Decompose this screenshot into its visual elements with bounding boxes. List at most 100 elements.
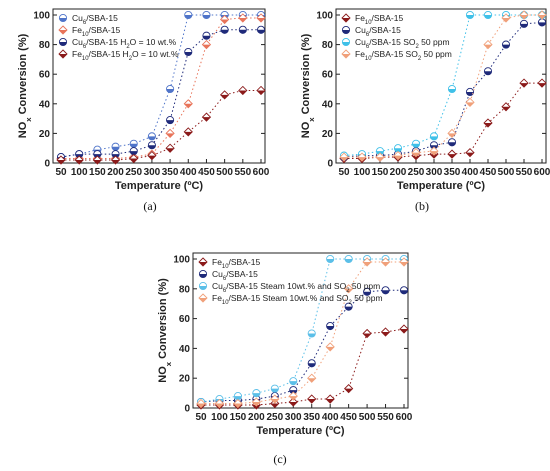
legend-marker-fill	[199, 298, 207, 302]
data-point-fill	[93, 160, 102, 165]
legend-marker-fill	[59, 54, 67, 58]
y-axis-label: NOx Conversion (%)	[17, 33, 33, 138]
data-point-fill	[466, 152, 474, 157]
data-point-fill	[326, 259, 334, 263]
series-line	[344, 82, 542, 160]
y-tick-label: 0	[327, 159, 333, 170]
x-tick-label: 150	[230, 412, 247, 423]
legend-label: Cu6/SBA-15	[212, 269, 258, 282]
x-tick-label: 100	[354, 167, 371, 178]
data-point-fill	[307, 399, 316, 404]
y-tick-label: 0	[44, 159, 50, 170]
data-point-fill	[448, 133, 456, 138]
x-tick-label: 600	[253, 167, 270, 178]
y-tick-label: 100	[173, 255, 190, 266]
data-point-fill	[147, 155, 156, 160]
data-point-fill	[148, 145, 156, 149]
data-point-fill	[184, 15, 192, 19]
data-point-fill	[381, 332, 390, 337]
data-point-fill	[239, 29, 247, 34]
data-point-fill	[363, 291, 371, 296]
x-tick-label: 400	[462, 167, 479, 178]
x-tick-label: 350	[303, 412, 320, 423]
data-point-fill	[448, 142, 456, 146]
data-point-fill	[466, 91, 474, 96]
data-point-fill	[202, 35, 211, 40]
series-4	[339, 10, 547, 162]
data-point-fill	[271, 388, 279, 393]
data-point-fill	[220, 94, 229, 99]
data-point-fill	[344, 388, 353, 393]
x-tick-label: 450	[340, 412, 357, 423]
legend-marker-fill	[342, 18, 350, 22]
data-point-fill	[448, 89, 456, 93]
y-tick-label: 20	[39, 129, 51, 140]
x-tick-label: 600	[534, 167, 550, 178]
series-line	[61, 89, 261, 161]
data-point-fill	[257, 29, 265, 34]
series-1	[339, 78, 547, 164]
series-4	[196, 257, 409, 409]
legend-marker-fill	[59, 30, 67, 34]
data-point-fill	[412, 152, 420, 157]
data-point-fill	[166, 89, 174, 93]
data-point-fill	[234, 396, 242, 400]
y-axis-label: NOx Conversion (%)	[157, 278, 173, 383]
legend-marker-fill	[59, 42, 67, 46]
legend-label: Cu6/SBA-15	[355, 25, 401, 38]
x-axis-label: Temperature (ºC)	[256, 425, 344, 437]
data-point-fill	[376, 157, 384, 162]
data-point-fill	[400, 261, 408, 266]
data-point-fill	[220, 19, 229, 24]
x-tick-label: 300	[285, 412, 302, 423]
data-point-fill	[326, 346, 335, 351]
data-point-fill	[252, 405, 261, 410]
y-axis-label: NOx Conversion (%)	[300, 33, 316, 138]
data-point-fill	[270, 403, 279, 408]
x-tick-label: 50	[195, 412, 207, 423]
data-point-fill	[538, 83, 546, 88]
data-point-fill	[345, 259, 353, 263]
data-point-fill	[381, 290, 390, 294]
data-point-fill	[520, 83, 528, 88]
x-tick-label: 150	[89, 167, 106, 178]
data-point-fill	[166, 133, 175, 138]
data-point-fill	[340, 157, 348, 162]
data-point-fill	[412, 143, 420, 148]
x-tick-label: 250	[125, 167, 142, 178]
legend-label: Fe10/SBA-15 H2O = 10 wt.%	[72, 49, 179, 62]
legend-label: Fe10/SBA-15	[72, 25, 120, 38]
data-point-fill	[184, 131, 193, 136]
x-tick-label: 200	[107, 167, 124, 178]
y-tick-label: 60	[39, 70, 51, 81]
x-tick-label: 350	[162, 167, 179, 178]
data-point-fill	[184, 52, 192, 56]
y-tick-label: 60	[322, 70, 334, 81]
data-point-fill	[326, 326, 334, 330]
data-point-fill	[412, 155, 420, 160]
data-point-fill	[484, 71, 492, 75]
data-point-fill	[394, 155, 402, 160]
data-point-fill	[233, 403, 242, 408]
data-point-fill	[484, 15, 492, 19]
data-point-fill	[344, 288, 353, 293]
data-point-fill	[129, 158, 138, 163]
x-tick-label: 200	[390, 167, 407, 178]
y-tick-label: 20	[322, 129, 334, 140]
legend-label: Cu6/SBA-15 Steam 10wt.% and SO2 50 ppm	[212, 281, 380, 294]
series-line	[200, 258, 404, 403]
series-1	[196, 324, 409, 410]
data-point-fill	[257, 17, 265, 22]
legend-label: Fe10/SBA-15 SO2 50 ppm	[355, 49, 452, 62]
data-point-fill	[270, 399, 279, 404]
data-point-fill	[502, 44, 510, 49]
data-point-fill	[202, 117, 211, 122]
data-point-fill	[466, 102, 474, 107]
data-point-fill	[202, 15, 211, 19]
y-tick-label: 40	[179, 344, 191, 355]
y-tick-label: 100	[33, 11, 50, 22]
